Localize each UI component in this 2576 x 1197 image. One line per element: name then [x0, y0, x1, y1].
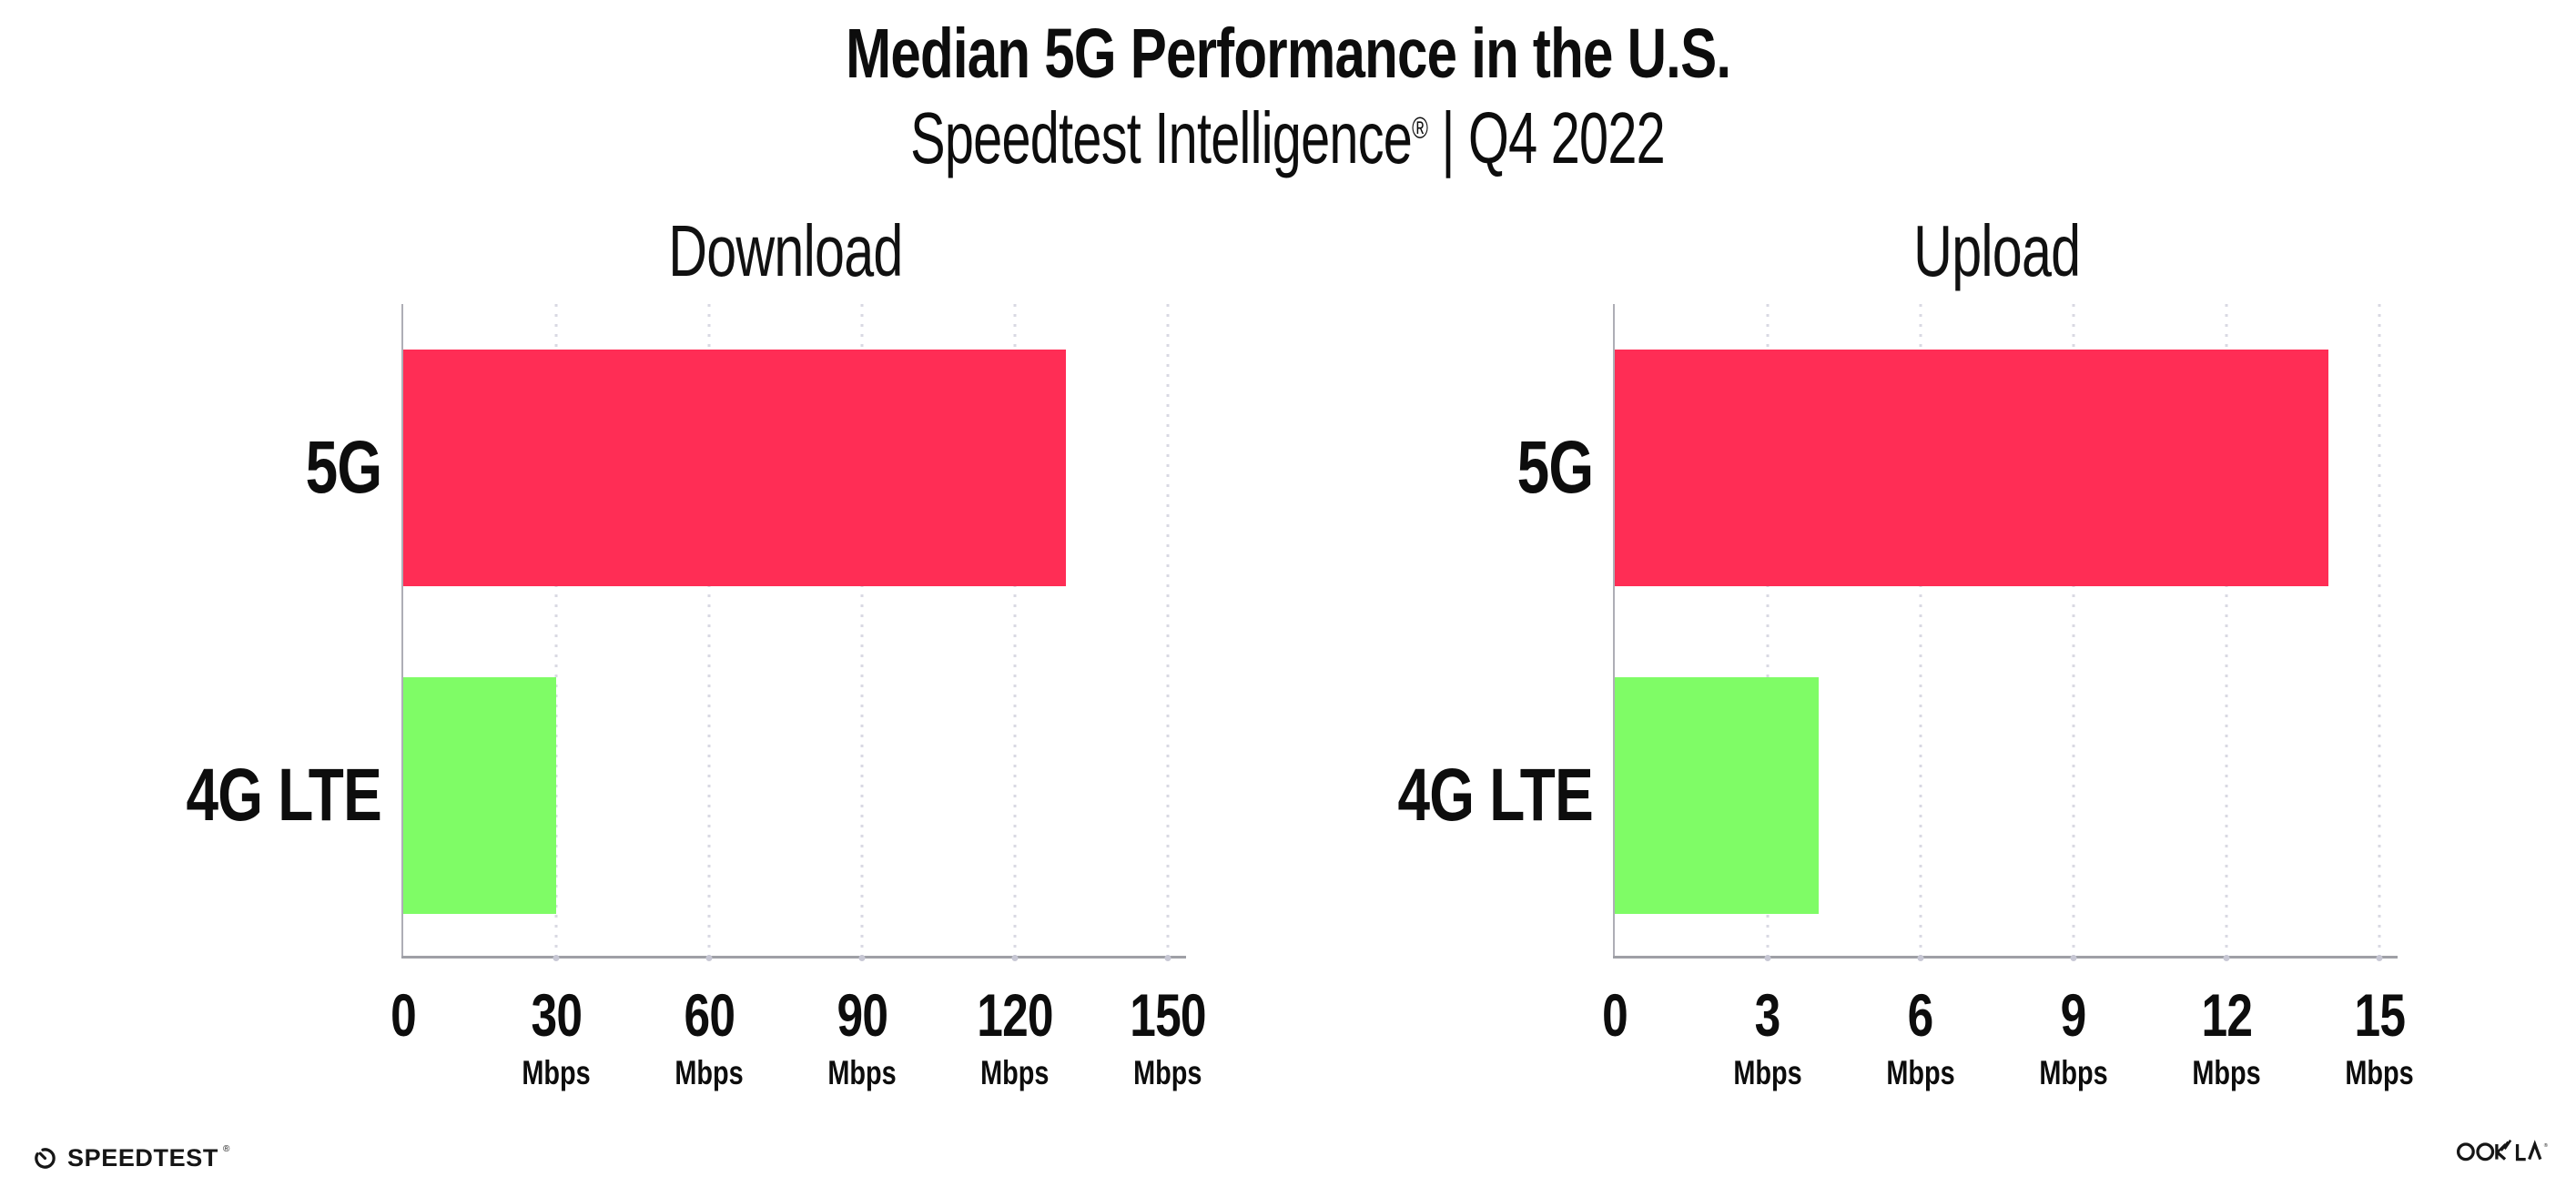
upload-chart-title-text: Upload	[1913, 210, 2081, 291]
x-axis-line	[1613, 956, 2398, 959]
y-category-label-4g-lte-text: 4G LTE	[186, 754, 382, 837]
plot-area	[1613, 304, 2398, 961]
speedtest-registered-mark-icon: ®	[222, 1144, 230, 1154]
axis-tick-dot	[1011, 955, 1019, 961]
gridline	[707, 304, 711, 956]
x-tick-label: 150 Mbps	[1119, 985, 1216, 1090]
x-tick-unit: Mbps	[522, 1054, 591, 1091]
axis-tick-dot	[858, 955, 866, 961]
x-tick-value: 3	[1755, 981, 1781, 1049]
y-category-label-5g-text: 5G	[305, 426, 382, 509]
axis-tick-dot	[1764, 955, 1771, 961]
x-tick-unit: Mbps	[2039, 1054, 2108, 1091]
x-tick-unit: Mbps	[1133, 1054, 1202, 1091]
x-tick-value: 9	[2061, 981, 2087, 1049]
x-tick-unit: Mbps	[2192, 1054, 2261, 1091]
gridline	[1013, 304, 1017, 956]
x-tick-unit: Mbps	[827, 1054, 897, 1091]
page-subtitle-text: Speedtest Intelligence® | Q4 2022	[910, 97, 1667, 179]
x-tick-label: 15 Mbps	[2336, 985, 2424, 1090]
plot-area	[401, 304, 1186, 961]
axis-tick-dot	[2070, 955, 2077, 961]
x-tick-label: 0	[387, 985, 420, 1045]
x-tick-unit: Mbps	[1733, 1054, 1802, 1091]
gridline	[2072, 304, 2075, 956]
axis-tick-dot	[2223, 955, 2230, 961]
ookla-logo: ®	[2456, 1138, 2549, 1168]
page-subtitle: Speedtest Intelligence® | Q4 2022	[0, 100, 2576, 177]
x-tick-value: 150	[1130, 981, 1206, 1049]
gridline	[1919, 304, 1922, 956]
speedtest-logo: SPEEDTEST ®	[33, 1144, 230, 1172]
y-category-label-4g-lte-text: 4G LTE	[1397, 754, 1594, 837]
axis-tick-dot	[705, 955, 713, 961]
x-tick-label: 0	[1598, 985, 1631, 1045]
x-tick-value: 120	[977, 981, 1053, 1049]
upload-chart-title: Upload	[1615, 215, 2379, 288]
registered-mark-icon: ®	[1412, 111, 1429, 146]
gridline	[860, 304, 864, 956]
ookla-wordmark-icon: ®	[2456, 1139, 2549, 1161]
axis-tick-dot	[553, 955, 560, 961]
x-tick-label: 6 Mbps	[1877, 985, 1965, 1090]
gridline	[1766, 304, 1770, 956]
x-tick-unit: Mbps	[1886, 1054, 1955, 1091]
ookla-registered-mark-icon: ®	[2544, 1142, 2549, 1149]
page-title: Median 5G Performance in the U.S.	[0, 15, 2576, 93]
speedtest-wordmark: SPEEDTEST	[67, 1144, 218, 1172]
subtitle-period: | Q4 2022	[1427, 97, 1666, 179]
axis-tick-dot	[1917, 955, 1924, 961]
subtitle-brand: Speedtest Intelligence	[910, 97, 1414, 179]
bar-4g-lte	[403, 677, 556, 914]
x-tick-label: 120 Mbps	[966, 985, 1063, 1090]
bar-4g-lte	[1615, 677, 1819, 914]
speedtest-gauge-icon	[35, 1148, 56, 1169]
x-tick-value: 90	[837, 981, 887, 1049]
x-tick-unit: Mbps	[980, 1054, 1050, 1091]
gridline	[554, 304, 558, 956]
x-tick-unit: Mbps	[2345, 1054, 2414, 1091]
x-tick-value: 60	[684, 981, 735, 1049]
axis-tick-dot	[2376, 955, 2383, 961]
x-tick-label: 9 Mbps	[2030, 985, 2118, 1090]
x-tick-unit: Mbps	[674, 1054, 744, 1091]
y-category-label-4g-lte: 4G LTE	[131, 754, 382, 837]
x-axis-ticks: 0 30 Mbps 60 Mbps 90 Mbps 120 Mbps 150 Mbps	[390, 956, 1206, 1111]
x-tick-label: 12 Mbps	[2183, 985, 2271, 1090]
gridline	[2378, 304, 2381, 956]
x-axis-ticks: 0 3 Mbps 6 Mbps 9 Mbps 12 Mbps 15 Mbps	[1602, 956, 2414, 1111]
x-tick-label: 3 Mbps	[1724, 985, 1812, 1090]
x-tick-value: 6	[1908, 981, 1934, 1049]
bar-5g	[1615, 350, 2328, 586]
download-chart-title-text: Download	[668, 210, 903, 291]
y-category-label-4g-lte: 4G LTE	[1343, 754, 1594, 837]
y-category-label-5g: 5G	[1496, 426, 1594, 509]
x-tick-value: 30	[531, 981, 582, 1049]
x-tick-value: 0	[390, 981, 417, 1049]
upload-chart: Upload 5G 4G LTE 0 3 Mbps 6 Mbps 9 Mbps 12 Mbps 1…	[1398, 215, 2414, 1090]
x-tick-label: 90 Mbps	[818, 985, 907, 1090]
y-axis-line	[1613, 304, 1615, 956]
axis-tick-dot	[1164, 955, 1171, 961]
x-axis-line	[401, 956, 1186, 959]
y-category-label-5g: 5G	[284, 426, 382, 509]
x-tick-label: 60 Mbps	[665, 985, 754, 1090]
gridline	[2225, 304, 2228, 956]
bar-5g	[403, 350, 1066, 586]
x-tick-value: 12	[2201, 981, 2252, 1049]
x-tick-value: 15	[2354, 981, 2405, 1049]
y-category-label-5g-text: 5G	[1516, 426, 1594, 509]
x-tick-value: 0	[1602, 981, 1628, 1049]
x-tick-label: 30 Mbps	[512, 985, 601, 1090]
download-chart: Download 5G 4G LTE 0 30 Mbps 60 Mbps 90 Mbps 12…	[187, 215, 1207, 1090]
y-axis-line	[401, 304, 403, 956]
gridline	[1166, 304, 1170, 956]
header: Median 5G Performance in the U.S. Speedt…	[0, 15, 2576, 177]
page-title-text: Median 5G Performance in the U.S.	[845, 15, 1731, 93]
download-chart-title: Download	[403, 215, 1168, 288]
